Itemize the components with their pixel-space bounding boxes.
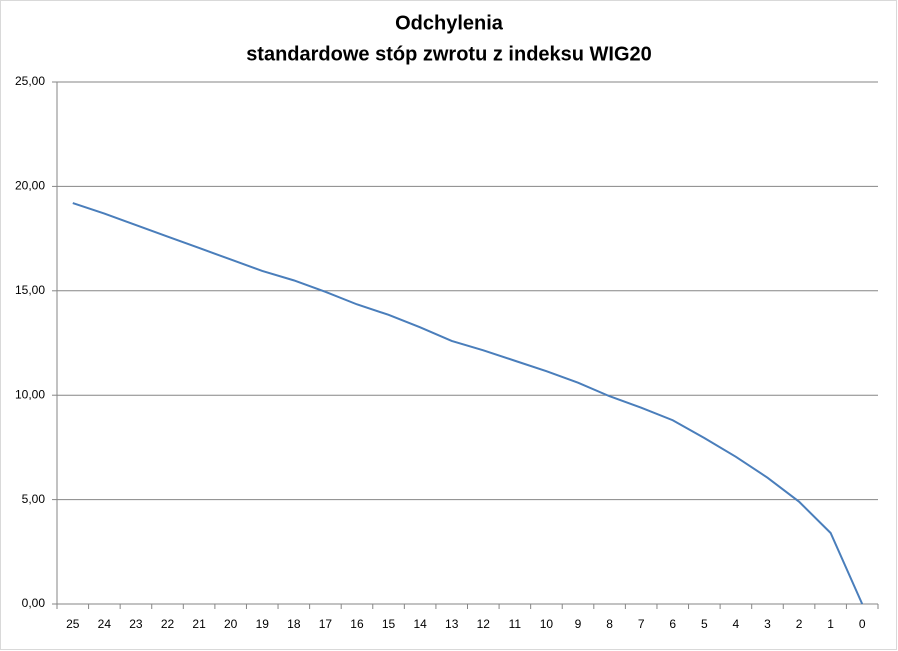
x-tick-label: 12	[477, 617, 491, 631]
x-tick-label: 10	[540, 617, 554, 631]
x-tick-label: 11	[509, 617, 522, 631]
x-tick-label: 19	[256, 617, 270, 631]
x-tick-label: 22	[161, 617, 175, 631]
x-tick-label: 20	[224, 617, 238, 631]
x-tick-label: 14	[413, 617, 427, 631]
x-tick-label: 13	[445, 617, 459, 631]
x-tick-label: 9	[575, 617, 582, 631]
x-tick-label: 18	[287, 617, 301, 631]
data-line	[72, 202, 864, 605]
y-tick-label: 15,00	[15, 283, 45, 297]
x-tick-label: 24	[98, 617, 112, 631]
x-tick-label: 4	[733, 617, 740, 631]
x-tick-label: 25	[66, 617, 80, 631]
x-tick-label: 15	[382, 617, 396, 631]
x-tick-label: 16	[350, 617, 364, 631]
x-tick-label: 17	[319, 617, 333, 631]
x-tick-label: 5	[701, 617, 708, 631]
x-tick-label: 8	[606, 617, 613, 631]
y-tick-label: 20,00	[15, 179, 45, 193]
x-tick-label: 6	[669, 617, 676, 631]
x-tick-label: 23	[129, 617, 143, 631]
x-tick-label: 0	[859, 617, 866, 631]
chart-title: Odchylenia	[395, 12, 504, 34]
y-tick-label: 0,00	[22, 596, 46, 610]
y-tick-label: 10,00	[15, 387, 45, 401]
x-tick-label: 21	[192, 617, 206, 631]
chart-subtitle: standardowe stóp zwrotu z indeksu WIG20	[246, 43, 652, 65]
y-tick-label: 5,00	[22, 492, 46, 506]
x-tick-label: 2	[796, 617, 803, 631]
x-tick-label: 7	[638, 617, 645, 631]
x-tick-label: 1	[827, 617, 834, 631]
y-tick-label: 25,00	[15, 74, 45, 88]
x-tick-label: 3	[764, 617, 771, 631]
